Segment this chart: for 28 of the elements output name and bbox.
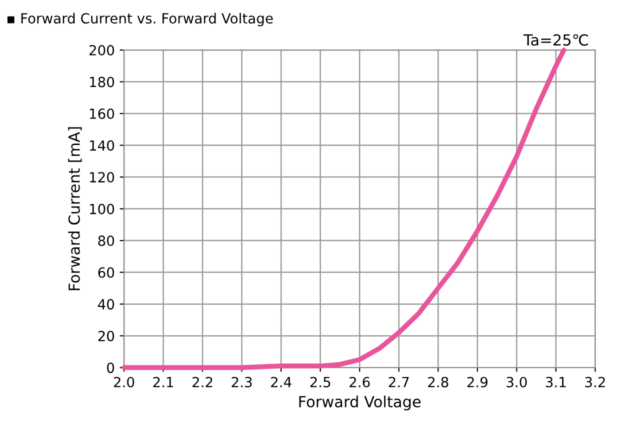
y-tick-label: 160 — [90, 108, 114, 120]
y-tick-label: 80 — [98, 236, 114, 246]
y-tick-label: 20 — [98, 330, 114, 342]
x-tick-label: 2.8 — [428, 376, 448, 388]
y-tick-label: 0 — [107, 362, 114, 374]
x-tick-label: 2.4 — [271, 376, 292, 388]
x-tick-label: 2.5 — [310, 376, 330, 388]
x-tick-label: 2.2 — [192, 376, 212, 388]
y-tick-label: 180 — [90, 76, 114, 88]
x-tick-label: 3.2 — [585, 376, 605, 388]
x-tick-label: 2.6 — [350, 376, 370, 388]
y-tick-label: 140 — [90, 140, 114, 151]
y-tick-label: 200 — [89, 44, 114, 56]
x-tick-label: 3.1 — [546, 376, 566, 388]
x-tick-label: 2.0 — [114, 376, 134, 388]
x-tick-label: 2.9 — [467, 376, 488, 388]
text: Ta=25℃ — [523, 34, 588, 46]
y-tick-label: 60 — [98, 267, 114, 278]
x-axis-title: Forward Voltage — [299, 396, 421, 410]
x-tick-label: 2.7 — [388, 376, 409, 388]
x-tick-label: 2.1 — [153, 376, 174, 388]
chart-title: ▪ Forward Current vs. Forward Voltage — [7, 12, 273, 26]
y-axis-title: Forward Current [mA] — [68, 127, 82, 290]
y-tick-label: 100 — [90, 204, 114, 214]
y-tick-label: 40 — [98, 299, 114, 310]
x-tick-label: 2.3 — [232, 376, 252, 388]
x-tick-label: 3.0 — [506, 376, 527, 388]
y-tick-label: 120 — [90, 172, 114, 183]
